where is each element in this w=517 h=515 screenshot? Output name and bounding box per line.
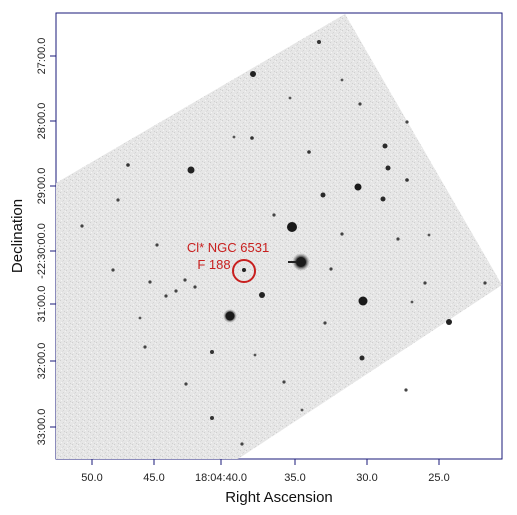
x-tick-label: 30.0 xyxy=(356,472,377,484)
x-axis-title: Right Ascension xyxy=(225,489,333,506)
x-tick-label: 50.0 xyxy=(81,472,102,484)
x-axis xyxy=(91,459,440,465)
y-tick-label: 31:00.0 xyxy=(36,286,48,323)
y-axis xyxy=(50,55,56,428)
target-label-id: F 188 xyxy=(197,257,230,272)
target-label-name: Cl* NGC 6531 xyxy=(187,240,269,255)
y-tick-label: 28:00.0 xyxy=(36,103,48,140)
y-tick-label: 33:00.0 xyxy=(36,409,48,446)
y-axis-title: Declination xyxy=(9,199,26,273)
sky-image xyxy=(56,14,502,459)
y-tick-label: 27:00.0 xyxy=(36,38,48,75)
x-tick-label: 18:04:40.0 xyxy=(195,472,247,484)
x-tick-label: 35.0 xyxy=(284,472,305,484)
x-tick-label: 25.0 xyxy=(428,472,449,484)
target-circle-marker[interactable] xyxy=(232,259,256,283)
y-tick-label: -22:30:00.0 xyxy=(36,223,48,279)
star-field xyxy=(80,40,487,446)
x-tick-label: 45.0 xyxy=(143,472,164,484)
y-tick-label: 32:00.0 xyxy=(36,343,48,380)
y-tick-label: 29:00.0 xyxy=(36,168,48,205)
